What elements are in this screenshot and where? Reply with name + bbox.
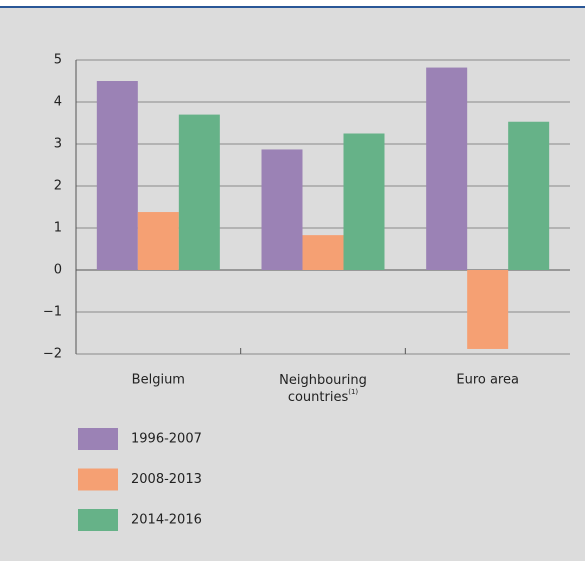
x-tick-label-line: Neighbouring (279, 373, 367, 388)
y-tick-label: 3 (54, 137, 62, 152)
bar (137, 212, 179, 270)
bar (508, 121, 550, 271)
bar (467, 270, 509, 349)
bar (261, 149, 303, 270)
y-tick-label: 1 (54, 221, 62, 236)
legend-swatch (78, 468, 118, 491)
y-tick-label: 0 (54, 263, 62, 278)
x-tick-label: Euro area (456, 373, 519, 388)
y-tick-label: −2 (43, 347, 62, 362)
footnote-marker: (1) (348, 388, 358, 396)
bar (178, 114, 220, 270)
y-tick-label: −1 (43, 305, 62, 320)
legend-swatch (78, 428, 118, 450)
legend-label: 2008-2013 (131, 472, 202, 487)
legend-label: 2014-2016 (131, 513, 202, 528)
y-tick-label: 2 (54, 179, 62, 194)
x-tick-label-line: countries (288, 390, 349, 405)
x-tick-label: Neighbouring countries(1) (279, 373, 367, 405)
x-tick-label: Belgium (132, 373, 185, 388)
bar (343, 133, 385, 270)
top-rule (0, 6, 585, 8)
legend-label: 1996-2007 (131, 432, 202, 447)
y-tick-label: 5 (54, 53, 62, 68)
legend-swatch (78, 509, 118, 531)
bar (96, 81, 138, 270)
bar (426, 67, 468, 270)
bar (302, 235, 344, 270)
y-tick-label: 4 (54, 95, 62, 110)
